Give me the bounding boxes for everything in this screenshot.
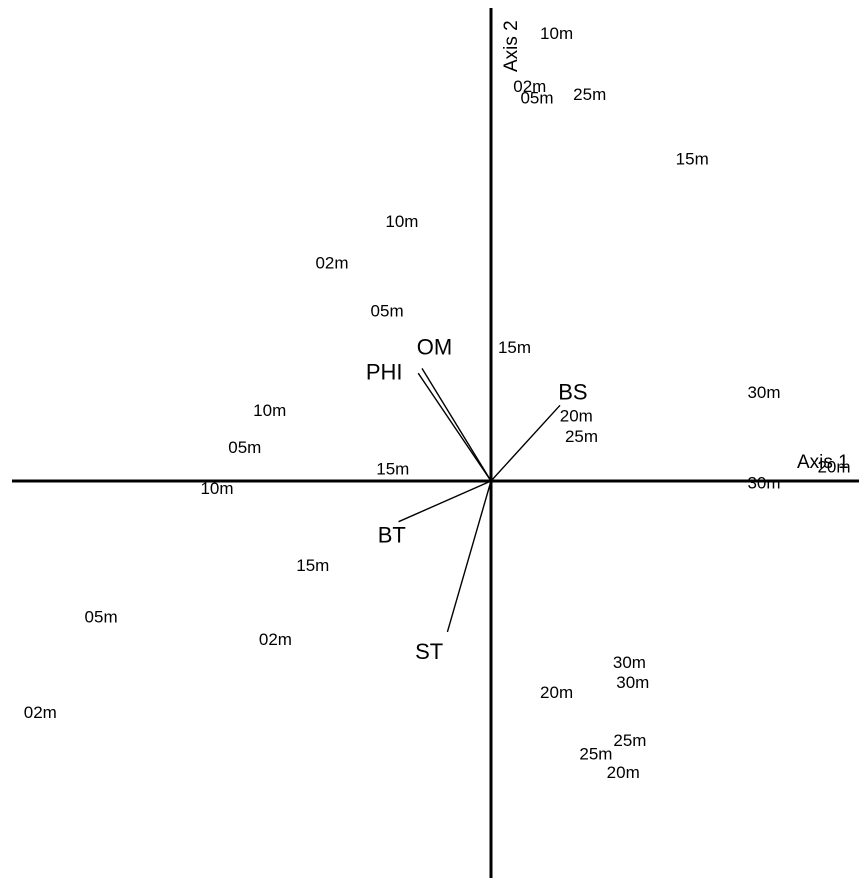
sample-point-label: 10m: [200, 479, 233, 498]
sample-point-label: 02m: [24, 703, 57, 722]
sample-point-label: 15m: [376, 459, 409, 478]
sample-point-label: 05m: [371, 301, 404, 320]
vector-label-phi: PHI: [366, 360, 403, 385]
sample-point-label: 20m: [817, 458, 850, 477]
sample-point-label: 30m: [613, 653, 646, 672]
sample-point-label: 20m: [540, 683, 573, 702]
sample-point-label: 25m: [565, 427, 598, 446]
sample-point-label: 20m: [607, 763, 640, 782]
vector-label-st: ST: [415, 639, 443, 664]
sample-point-label: 30m: [747, 383, 780, 402]
vector-line-phi: [417, 372, 492, 482]
sample-point-label: 15m: [676, 150, 709, 169]
sample-point-label: 05m: [85, 607, 118, 626]
vector-line-bt: [398, 480, 492, 523]
sample-point-label: 30m: [616, 673, 649, 692]
sample-point-label: 25m: [579, 744, 612, 763]
sample-point-label: 25m: [613, 731, 646, 750]
sample-point-label: 02m: [315, 253, 348, 272]
vector-line-bs: [490, 404, 561, 482]
sample-point-label: 10m: [253, 401, 286, 420]
x-axis-title: Axis 1: [797, 452, 849, 473]
sample-point-label: 30m: [747, 473, 780, 492]
environmental-vectors: OM PHI BS BT ST: [366, 335, 588, 664]
sample-point-label: 15m: [498, 338, 531, 357]
sample-point-label: 10m: [385, 212, 418, 231]
vector-label-bt: BT: [378, 522, 406, 547]
sample-point-label: 10m: [540, 24, 573, 43]
sample-point-label: 05m: [520, 89, 553, 108]
sample-point-label: 02m: [513, 77, 546, 96]
vector-line-st: [446, 480, 492, 633]
sample-point-label: 05m: [228, 438, 261, 457]
vector-label-om: OM: [417, 335, 452, 360]
vector-line-om: [421, 368, 492, 482]
sample-point-label: 25m: [573, 85, 606, 104]
sample-point-label: 15m: [296, 556, 329, 575]
y-axis-title: Axis 2: [501, 20, 522, 72]
vector-label-bs: BS: [558, 380, 587, 405]
sample-point-label: 20m: [560, 406, 593, 425]
sample-point-label: 02m: [259, 630, 292, 649]
